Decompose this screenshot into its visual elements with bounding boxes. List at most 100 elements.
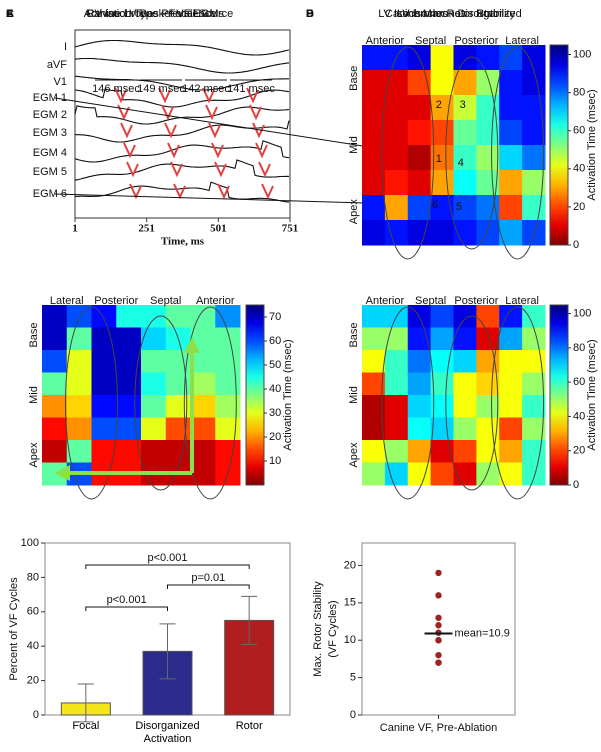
heatmap-cell [384, 170, 409, 196]
heatmap-cell [499, 220, 523, 246]
heatmap-cell [430, 327, 454, 351]
site-number: 5 [456, 201, 462, 213]
heatmap-cell [42, 440, 68, 463]
heatmap-cell [384, 440, 409, 463]
panel-title: LV Isochrones - Rotor [397, 8, 504, 20]
level-label: Mid [348, 386, 360, 404]
heatmap-cell [453, 195, 477, 221]
heatmap-cell [476, 462, 500, 486]
heatmap-cell [453, 45, 477, 71]
heatmap-cell [453, 70, 477, 96]
heatmap-cell [499, 120, 523, 146]
colorbar-tick-label: 70 [269, 311, 281, 323]
colorbar-tick-label: 60 [269, 335, 281, 347]
heatmap-cell [66, 350, 92, 373]
heatmap-cell [453, 305, 477, 328]
chamber-outline [381, 306, 435, 500]
panel-label: C [6, 8, 14, 20]
y-tick-label: 40 [27, 640, 39, 652]
heatmap-cell [522, 95, 546, 121]
colorbar-label: Activation Time (msec) [586, 89, 598, 200]
heatmap-cell [215, 372, 241, 396]
activation-arrow [114, 87, 127, 104]
heatmap-cell [453, 120, 477, 146]
colorbar [245, 304, 265, 486]
heatmap-cell [362, 120, 386, 146]
significance-label: p<0.001 [107, 594, 147, 606]
interval-label: 142 msec [182, 83, 230, 95]
activation-arrow [202, 87, 215, 104]
colorbar-label: Activation Time (msec) [282, 339, 294, 450]
heatmap-cell [430, 145, 454, 171]
activation-arrow [255, 142, 268, 159]
y-tick-label: 60 [27, 606, 39, 618]
region-label: Anterior [196, 295, 235, 307]
y-tick-label: 0 [350, 709, 356, 721]
site-number: 3 [460, 99, 466, 111]
heatmap-cell [453, 417, 477, 441]
activation-arrow [170, 161, 183, 178]
colorbar-tick-label: 20 [573, 201, 585, 213]
colorbar-tick-label: 100 [573, 48, 591, 60]
heatmap-cell [384, 417, 409, 441]
heatmap-cell [430, 395, 454, 418]
mean-label: mean=10.9 [455, 627, 510, 639]
chamber-outline [445, 56, 499, 250]
heatmap-cell [190, 395, 216, 418]
heatmap-cell [91, 417, 117, 441]
heatmap-cell [522, 170, 546, 196]
error-bar [241, 595, 258, 645]
heatmap-cell [190, 327, 216, 351]
colorbar-tick-label: 60 [573, 125, 585, 137]
heatmap-cell [384, 372, 409, 396]
site-number: 6 [432, 199, 438, 211]
heatmap-cell [190, 350, 216, 373]
x-axis-label: Time, ms [161, 236, 205, 248]
heatmap-cell [384, 462, 409, 486]
activation-arrow [211, 142, 224, 159]
colorbar-tick-label: 40 [573, 163, 585, 175]
heatmap-cell [407, 350, 432, 373]
x-tick-label: Rotor [235, 720, 263, 732]
heatmap-cell [522, 195, 546, 221]
heatmap-cell [476, 70, 500, 96]
region-label: Lateral [505, 35, 539, 47]
heatmap-cell [499, 372, 523, 396]
heatmap-cell [66, 395, 92, 418]
heatmap-cell [476, 220, 500, 246]
panel-label: A [6, 8, 14, 20]
heatmap-cell [116, 327, 142, 351]
heatmap-cell [91, 305, 117, 328]
level-label: Apex [348, 442, 360, 468]
panel-title: Canine Max Rotor Stability [385, 8, 516, 20]
heatmap-cell [190, 372, 216, 396]
chamber-outline [491, 306, 545, 500]
panel-title: RV Isochrones - Focal Source [87, 8, 234, 20]
heatmap-cell [522, 305, 546, 328]
heatmap-cell [430, 195, 454, 221]
data-point [435, 659, 442, 666]
heatmap-cell [407, 462, 432, 486]
heatmap-cell [141, 417, 167, 441]
heatmap-cell [522, 45, 546, 71]
heatmap-cell [362, 327, 386, 351]
colorbar [549, 44, 569, 246]
heatmap-cell [499, 327, 523, 351]
level-label: Apex [348, 199, 360, 225]
channel-label: EGM 3 [33, 127, 67, 139]
heatmap-cell [141, 372, 167, 396]
heatmap-cell [362, 95, 386, 121]
region-label: Septal [415, 295, 446, 307]
level-label: Mid [348, 136, 360, 154]
heatmap-cell [407, 170, 432, 196]
heatmap-cell [362, 462, 386, 486]
colorbar-tick-label: 10 [269, 455, 281, 467]
heatmap-cell [407, 120, 432, 146]
y-tick-label: 100 [21, 537, 39, 549]
trace [74, 39, 290, 56]
colorbar-tick-label: 20 [573, 445, 585, 457]
heatmap-cell [165, 417, 191, 441]
heatmap-cell [141, 440, 167, 463]
heatmap-cell [215, 305, 241, 328]
